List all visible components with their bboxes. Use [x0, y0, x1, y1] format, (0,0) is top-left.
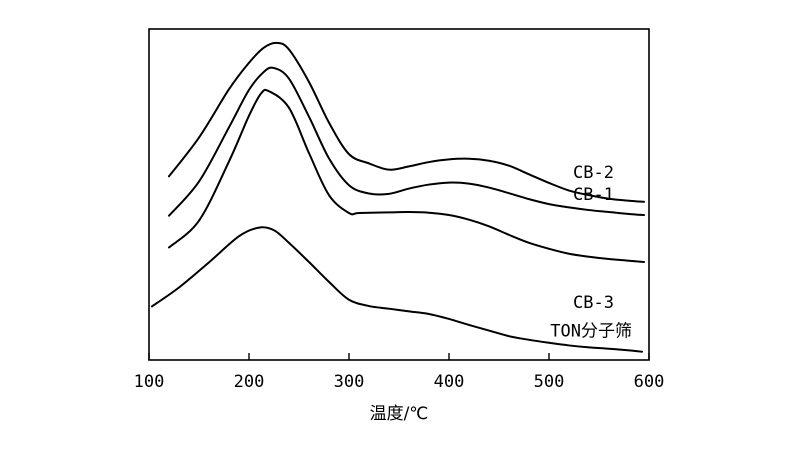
plot-frame: [148, 28, 650, 361]
x-axis-tick-label: 600: [634, 372, 665, 392]
x-axis-tick-labels: 100 200 300 400 500 600: [134, 372, 665, 392]
x-axis-tick-label: 200: [234, 372, 265, 392]
series-labels: CB-2CB-1 CB-3 TON分子筛: [550, 163, 632, 342]
series-label-4: TON分子筛: [550, 322, 632, 342]
series-line-2: [168, 66, 645, 217]
series-label-3: CB-3: [573, 293, 614, 313]
x-axis-tick-label: 500: [534, 372, 565, 392]
x-axis-title: 温度/℃: [370, 404, 429, 424]
series-lines: [151, 41, 645, 353]
x-axis-tick-label: 300: [334, 372, 365, 392]
x-axis-tick-label: 400: [434, 372, 465, 392]
series-line-1: [168, 41, 645, 203]
series-label-2: CB-1: [573, 185, 614, 205]
x-axis-tick-label: 100: [134, 372, 165, 392]
series-line-3: [168, 88, 645, 264]
series-label-1: CB-2: [573, 163, 614, 183]
series-line-4: [151, 226, 643, 353]
x-axis-ticks: [148, 353, 650, 360]
